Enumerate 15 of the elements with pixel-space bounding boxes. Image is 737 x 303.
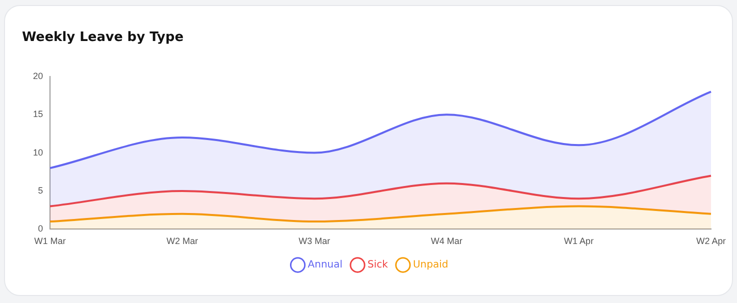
x-tick-label: W1 Mar <box>34 236 66 246</box>
x-tick-label: W3 Mar <box>298 236 330 246</box>
y-tick-label: 10 <box>32 147 44 158</box>
x-tick-label: W2 Apr <box>696 236 726 246</box>
x-tick-label: W1 Apr <box>564 236 594 246</box>
y-tick-label: 5 <box>38 185 44 196</box>
legend-label: Annual <box>308 260 343 271</box>
chart-title: Weekly Leave by Type <box>22 30 184 45</box>
y-tick-label: 15 <box>32 109 44 120</box>
x-tick-label: W2 Mar <box>166 236 198 246</box>
x-tick-label: W4 Mar <box>430 236 462 246</box>
legend-label: Sick <box>368 260 388 271</box>
legend-label: Unpaid <box>412 260 448 271</box>
y-tick-label: 0 <box>38 224 44 234</box>
y-tick-label: 20 <box>32 70 44 81</box>
